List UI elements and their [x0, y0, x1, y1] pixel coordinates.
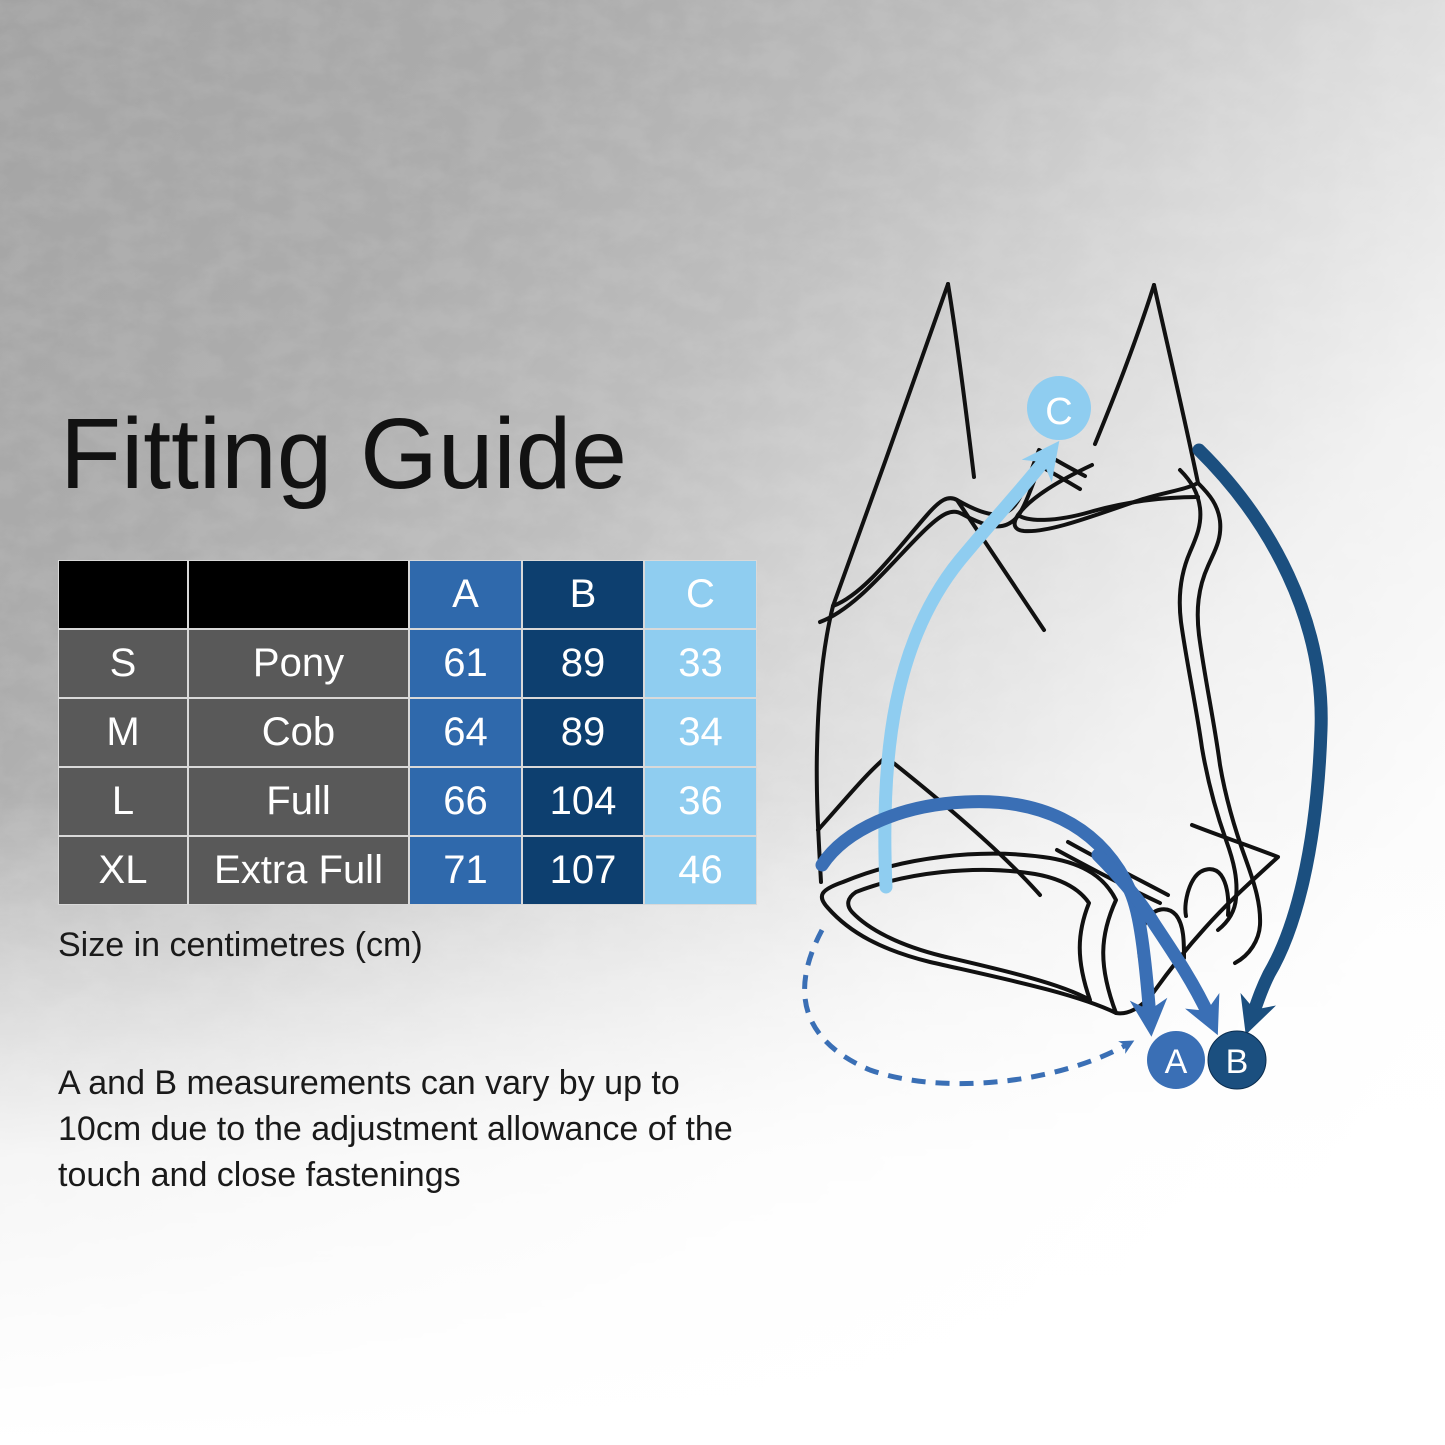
svg-text:C: C	[1045, 391, 1072, 433]
svg-text:A: A	[1165, 1043, 1188, 1081]
svg-text:B: B	[1226, 1043, 1249, 1081]
